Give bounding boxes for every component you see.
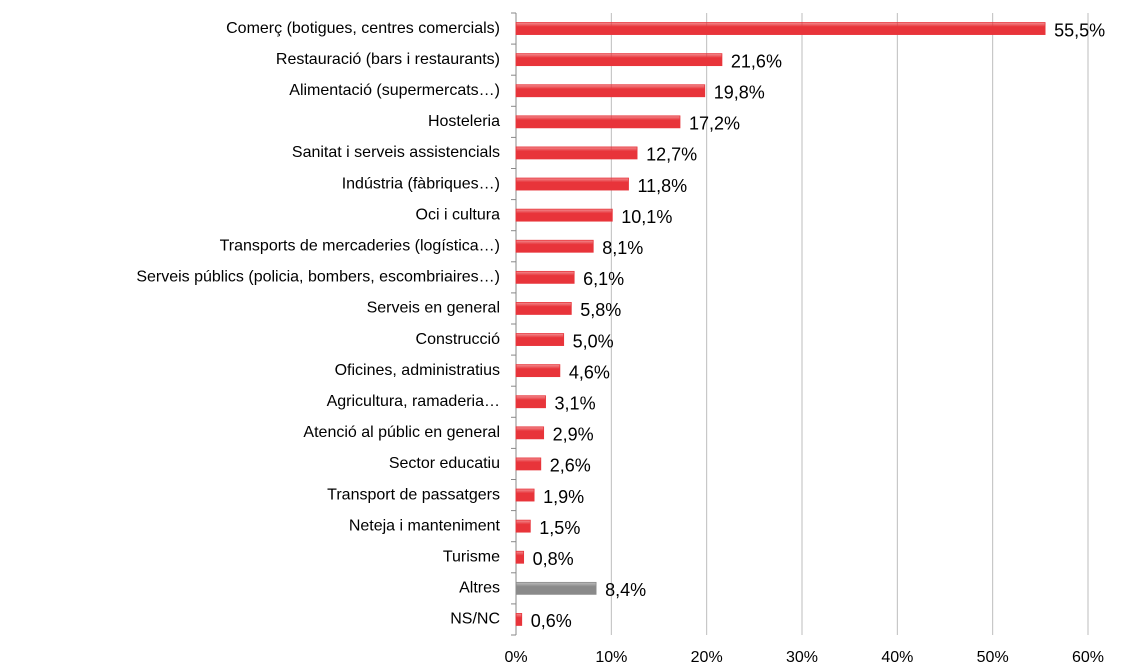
category-label: Comerç (botigues, centres comercials) — [226, 20, 500, 37]
category-label: Hosteleria — [428, 113, 500, 130]
value-label: 17,2% — [689, 114, 740, 134]
category-label: Agricultura, ramaderia… — [327, 393, 500, 410]
bar — [515, 488, 535, 502]
value-label: 0,8% — [533, 549, 574, 569]
value-label: 21,6% — [731, 51, 782, 71]
category-label: Construcció — [416, 331, 501, 348]
value-label: 2,9% — [553, 425, 594, 445]
category-label: Turisme — [443, 548, 500, 565]
value-label: 6,1% — [583, 269, 624, 289]
value-label: 4,6% — [569, 362, 610, 382]
bar — [515, 22, 1046, 35]
value-label: 5,0% — [573, 331, 614, 351]
x-tick-label: 0% — [504, 649, 527, 666]
bar — [515, 457, 542, 471]
category-label: Serveis públics (policia, bombers, escom… — [136, 269, 500, 286]
bar — [515, 302, 572, 315]
x-tick-label: 10% — [595, 649, 627, 666]
value-label: 2,6% — [550, 456, 591, 476]
bar — [515, 208, 613, 222]
x-tick-label: 30% — [786, 649, 818, 666]
bar — [515, 270, 575, 284]
category-label: Sanitat i serveis assistencials — [292, 144, 500, 161]
bar — [515, 519, 531, 533]
value-label: 8,1% — [602, 238, 643, 258]
value-label: 19,8% — [714, 83, 765, 103]
x-tick-label: 60% — [1072, 649, 1104, 666]
bar — [515, 364, 561, 378]
bar — [515, 177, 629, 191]
bar — [515, 426, 545, 440]
category-label: Atenció al públic en general — [303, 424, 500, 441]
value-label: 11,8% — [637, 176, 687, 196]
bar — [515, 550, 525, 564]
value-label: 1,5% — [539, 518, 580, 538]
x-tick-label: 50% — [977, 649, 1009, 666]
x-tick-label: 40% — [881, 649, 913, 666]
category-label: Altres — [459, 580, 500, 597]
value-label: 12,7% — [646, 145, 697, 165]
category-label: Serveis en general — [367, 300, 500, 317]
bar — [515, 115, 681, 129]
bar — [515, 581, 597, 595]
bar — [515, 146, 638, 160]
x-tick-label: 20% — [691, 649, 723, 666]
category-label: Transport de passatgers — [327, 486, 500, 503]
category-label: NS/NC — [450, 611, 500, 628]
bar — [515, 239, 594, 253]
value-label: 55,5% — [1054, 20, 1105, 40]
value-label: 3,1% — [555, 394, 596, 414]
category-label: Oci i cultura — [416, 206, 501, 223]
value-label: 10,1% — [621, 207, 672, 227]
category-label: Sector educatiu — [389, 455, 500, 472]
bar — [515, 333, 565, 346]
category-label: Transports de mercaderies (logística…) — [220, 237, 500, 254]
category-label: Indústria (fàbriques…) — [342, 175, 500, 192]
value-label: 1,9% — [543, 487, 584, 507]
bar — [515, 613, 523, 626]
bar — [515, 395, 546, 409]
category-label: Restauració (bars i restaurants) — [276, 51, 500, 68]
category-label: Neteja i manteniment — [349, 517, 501, 534]
category-label: Oficines, administratius — [335, 362, 500, 379]
category-label: Alimentació (supermercats…) — [289, 82, 500, 99]
value-label: 5,8% — [580, 300, 621, 320]
value-label: 8,4% — [605, 580, 646, 600]
bar — [515, 53, 723, 67]
bar — [515, 84, 706, 98]
value-label: 0,6% — [531, 611, 572, 631]
